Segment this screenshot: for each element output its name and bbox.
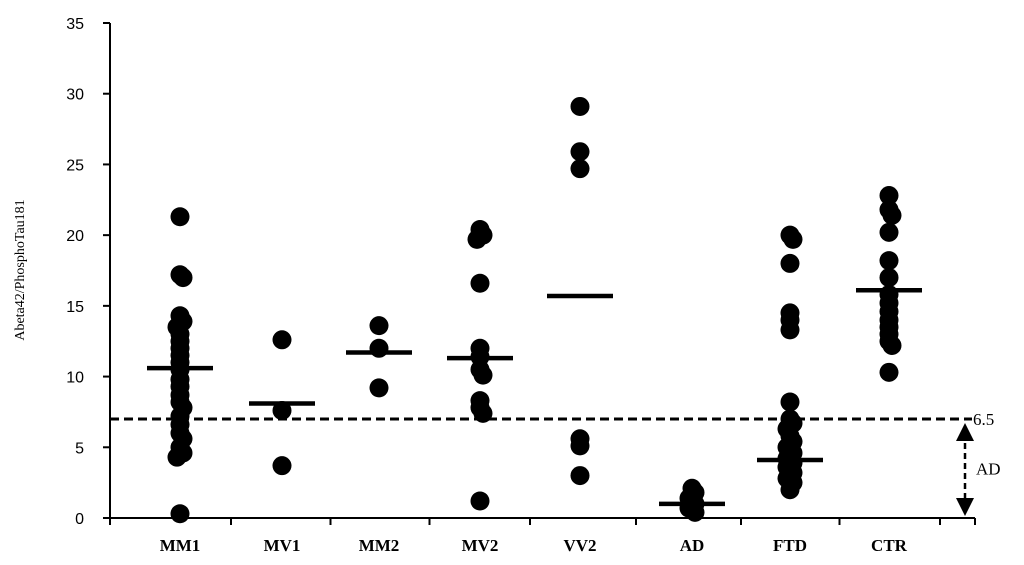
x-tick-label-ctr: CTR	[871, 536, 908, 555]
x-tick-label-mm1: MM1	[160, 536, 201, 555]
ad-range-arrow-head-down	[956, 498, 974, 516]
ad-range-arrow-head-up	[956, 423, 974, 441]
data-point-vv2	[570, 142, 590, 162]
data-point-mm2	[369, 338, 389, 358]
data-point-ctr	[879, 251, 899, 271]
data-point-mm1	[170, 504, 190, 524]
data-point-vv2	[570, 96, 590, 116]
data-point-ctr	[879, 186, 899, 206]
data-point-mm1	[170, 207, 190, 227]
data-point-ctr	[882, 335, 902, 355]
y-tick-label: 5	[75, 440, 84, 457]
y-tick-label: 30	[66, 87, 84, 104]
x-tick-label-mm2: MM2	[359, 536, 400, 555]
data-point-vv2	[570, 159, 590, 179]
median-lines	[147, 288, 922, 507]
data-point-ftd	[780, 320, 800, 340]
data-point-mv2	[467, 229, 487, 249]
x-tick-label-mv2: MV2	[462, 536, 499, 555]
x-axis: MM1 MV1 MM2 MV2 VV2 AD FTD CTR	[109, 517, 976, 555]
data-point-mm2	[369, 316, 389, 336]
y-axis-title: Abeta42/PhosphoTau181	[13, 199, 28, 340]
data-point-ctr	[879, 222, 899, 242]
y-tick-label: 35	[66, 16, 84, 33]
data-point-ad	[685, 502, 705, 522]
data-point-ftd	[780, 253, 800, 273]
y-tick-label: 25	[66, 157, 84, 174]
data-point-vv2	[570, 436, 590, 456]
x-tick-label-ftd: FTD	[773, 536, 807, 555]
data-point-ctr	[879, 268, 899, 288]
y-tick-label: 15	[66, 299, 84, 316]
y-tick-label: 20	[66, 228, 84, 245]
data-point-ftd	[783, 229, 803, 249]
ad-range-label: AD	[976, 460, 1001, 479]
x-tick-label-vv2: VV2	[563, 536, 596, 555]
data-points	[167, 96, 902, 524]
data-point-mv2	[470, 273, 490, 293]
data-point-mv1	[272, 401, 292, 421]
x-tick-label-mv1: MV1	[264, 536, 301, 555]
y-tick-label: 10	[66, 370, 84, 387]
cutoff-line-group: 6.5 AD	[110, 410, 1001, 516]
data-point-mm1	[167, 447, 187, 467]
cutoff-label: 6.5	[973, 410, 994, 429]
data-point-ftd	[780, 480, 800, 500]
data-point-ctr	[882, 205, 902, 225]
y-axis: 0 5 10 15 20 25 30 35	[66, 16, 111, 528]
data-point-mm2	[369, 378, 389, 398]
x-tick-label-ad: AD	[680, 536, 705, 555]
data-point-mv1	[272, 330, 292, 350]
data-point-mv2	[470, 491, 490, 511]
data-point-mv1	[272, 456, 292, 476]
data-point-vv2	[570, 466, 590, 486]
data-point-ftd	[780, 392, 800, 412]
data-point-mm1	[173, 268, 193, 288]
data-point-mv2	[473, 365, 493, 385]
y-tick-label: 0	[75, 511, 84, 528]
data-point-ctr	[879, 362, 899, 382]
